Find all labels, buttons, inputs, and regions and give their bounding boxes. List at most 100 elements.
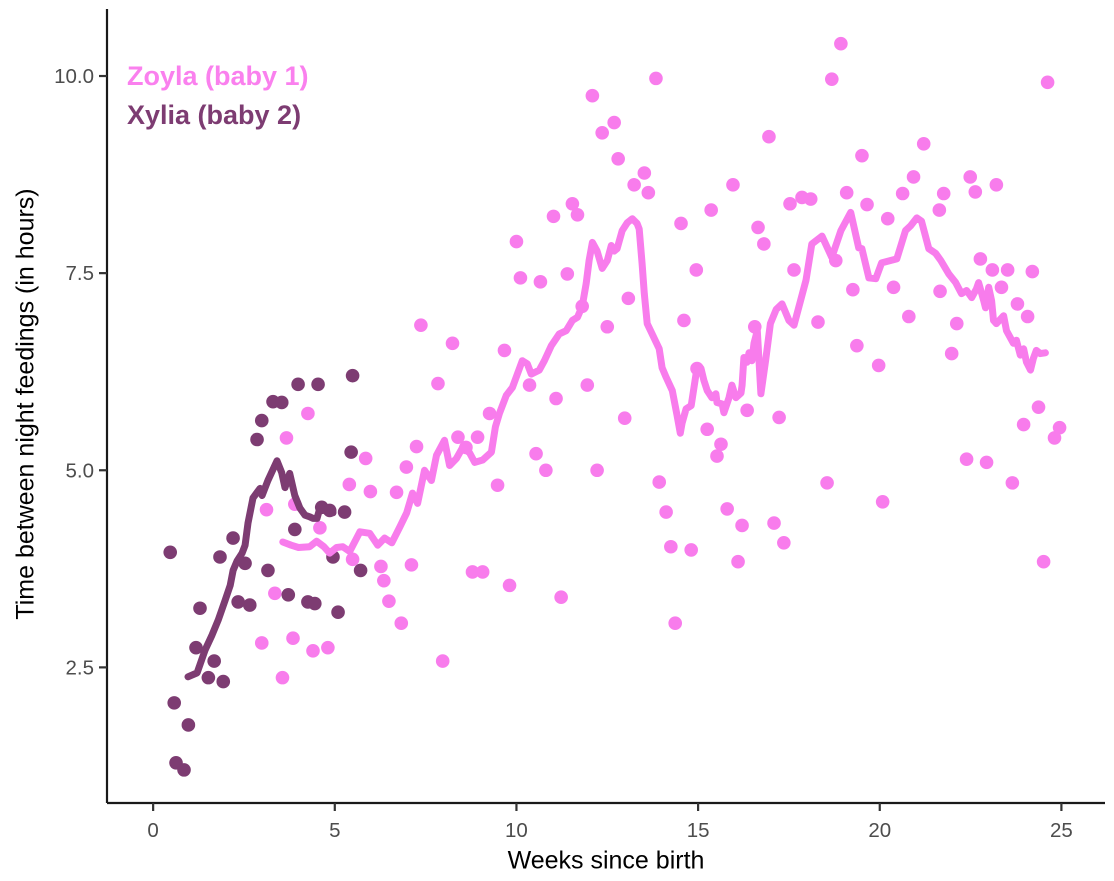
data-point-xylia-baby-2 <box>331 605 345 619</box>
data-point-xylia-baby-2 <box>163 545 178 560</box>
data-point-zoyla-baby-1 <box>1052 420 1067 435</box>
data-point-zoyla-baby-1 <box>916 137 931 151</box>
data-point-zoyla-baby-1 <box>279 431 294 445</box>
data-point-zoyla-baby-1 <box>611 152 625 166</box>
data-point-zoyla-baby-1 <box>539 463 553 478</box>
data-point-xylia-baby-2 <box>193 601 207 616</box>
x-axis-title: Weeks since birth <box>507 846 705 875</box>
data-point-zoyla-baby-1 <box>902 309 916 324</box>
data-point-zoyla-baby-1 <box>404 558 419 572</box>
data-point-zoyla-baby-1 <box>394 616 409 631</box>
data-point-zoyla-baby-1 <box>502 578 517 593</box>
data-point-xylia-baby-2 <box>201 670 216 685</box>
data-point-zoyla-baby-1 <box>677 313 691 328</box>
data-point-zoyla-baby-1 <box>726 178 740 192</box>
data-point-zoyla-baby-1 <box>1040 75 1055 90</box>
y-axis: 2.5 5.0 7.5 10.0 <box>54 9 109 803</box>
y-tick-label: 2.5 <box>66 656 95 679</box>
data-point-xylia-baby-2 <box>345 368 360 383</box>
data-point-xylia-baby-2 <box>337 505 352 519</box>
data-point-zoyla-baby-1 <box>497 343 512 358</box>
data-point-zoyla-baby-1 <box>529 446 543 461</box>
data-point-zoyla-baby-1 <box>363 484 378 499</box>
data-point-zoyla-baby-1 <box>652 475 667 489</box>
data-point-zoyla-baby-1 <box>1000 263 1015 277</box>
data-point-zoyla-baby-1 <box>490 478 505 493</box>
data-point-zoyla-baby-1 <box>895 186 910 201</box>
data-point-zoyla-baby-1 <box>850 338 864 353</box>
data-point-zoyla-baby-1 <box>358 451 373 466</box>
data-point-zoyla-baby-1 <box>714 437 728 452</box>
data-point-zoyla-baby-1 <box>560 267 575 281</box>
data-point-zoyla-baby-1 <box>985 263 1000 277</box>
data-point-zoyla-baby-1 <box>382 594 396 608</box>
data-point-xylia-baby-2 <box>177 763 191 777</box>
data-point-zoyla-baby-1 <box>751 220 765 235</box>
data-point-zoyla-baby-1 <box>641 185 656 200</box>
y-tick-label: 7.5 <box>66 262 95 285</box>
smooth-line-zoyla-baby-1 <box>279 208 1049 557</box>
data-point-xylia-baby-2 <box>311 377 325 392</box>
x-axis: 0 5 10 15 20 25 <box>107 801 1105 842</box>
data-point-zoyla-baby-1 <box>1036 554 1051 569</box>
data-point-zoyla-baby-1 <box>321 640 335 655</box>
data-point-zoyla-baby-1 <box>720 502 734 516</box>
data-point-zoyla-baby-1 <box>522 378 537 392</box>
data-point-xylia-baby-2 <box>226 531 240 545</box>
data-point-zoyla-baby-1 <box>465 565 480 579</box>
data-point-zoyla-baby-1 <box>787 263 801 277</box>
data-point-zoyla-baby-1 <box>740 403 754 418</box>
data-point-zoyla-baby-1 <box>377 573 391 588</box>
data-point-zoyla-baby-1 <box>944 346 959 361</box>
data-point-zoyla-baby-1 <box>860 197 874 212</box>
data-point-zoyla-baby-1 <box>906 170 921 184</box>
data-point-zoyla-baby-1 <box>820 476 834 490</box>
data-point-xylia-baby-2 <box>344 445 358 459</box>
data-point-zoyla-baby-1 <box>435 654 450 668</box>
data-point-zoyla-baby-1 <box>777 536 791 550</box>
data-point-zoyla-baby-1 <box>399 460 414 474</box>
data-point-zoyla-baby-1 <box>1020 309 1035 324</box>
data-point-zoyla-baby-1 <box>345 552 360 567</box>
x-tick-label: 15 <box>687 819 710 842</box>
data-point-zoyla-baby-1 <box>637 166 652 180</box>
data-point-zoyla-baby-1 <box>936 186 951 201</box>
data-point-zoyla-baby-1 <box>546 209 561 224</box>
data-point-zoyla-baby-1 <box>585 88 600 103</box>
data-point-zoyla-baby-1 <box>689 263 704 277</box>
data-point-zoyla-baby-1 <box>757 237 771 251</box>
data-point-zoyla-baby-1 <box>533 275 548 289</box>
data-point-zoyla-baby-1 <box>973 252 988 266</box>
data-point-zoyla-baby-1 <box>735 518 749 533</box>
data-point-zoyla-baby-1 <box>617 411 632 426</box>
smooth-line-xylia-baby-2 <box>184 457 337 681</box>
data-point-zoyla-baby-1 <box>989 178 1004 192</box>
data-point-xylia-baby-2 <box>274 395 289 410</box>
data-point-zoyla-baby-1 <box>306 644 320 658</box>
data-point-zoyla-baby-1 <box>1010 297 1025 311</box>
data-point-zoyla-baby-1 <box>664 539 678 554</box>
data-point-zoyla-baby-1 <box>374 559 388 574</box>
data-point-zoyla-baby-1 <box>659 505 673 519</box>
data-point-zoyla-baby-1 <box>431 376 445 391</box>
data-point-zoyla-baby-1 <box>595 125 609 140</box>
data-point-zoyla-baby-1 <box>886 280 901 295</box>
chart-legend: Zoyla (baby 1) Xylia (baby 2) <box>127 57 309 135</box>
data-point-zoyla-baby-1 <box>554 590 568 605</box>
x-tick-label: 5 <box>329 819 340 842</box>
data-point-zoyla-baby-1 <box>704 203 718 217</box>
data-point-zoyla-baby-1 <box>1016 417 1031 432</box>
data-point-xylia-baby-2 <box>231 595 245 609</box>
data-point-xylia-baby-2 <box>189 640 203 655</box>
data-point-zoyla-baby-1 <box>482 406 497 421</box>
data-point-zoyla-baby-1 <box>674 216 688 231</box>
y-axis-title: Time between night feedings (in hours) <box>11 188 40 620</box>
data-point-zoyla-baby-1 <box>259 502 274 517</box>
legend-item-zoyla: Zoyla (baby 1) <box>127 61 309 91</box>
data-point-zoyla-baby-1 <box>762 129 776 144</box>
data-point-zoyla-baby-1 <box>254 636 269 650</box>
data-point-zoyla-baby-1 <box>959 452 974 467</box>
data-point-zoyla-baby-1 <box>1047 431 1062 445</box>
